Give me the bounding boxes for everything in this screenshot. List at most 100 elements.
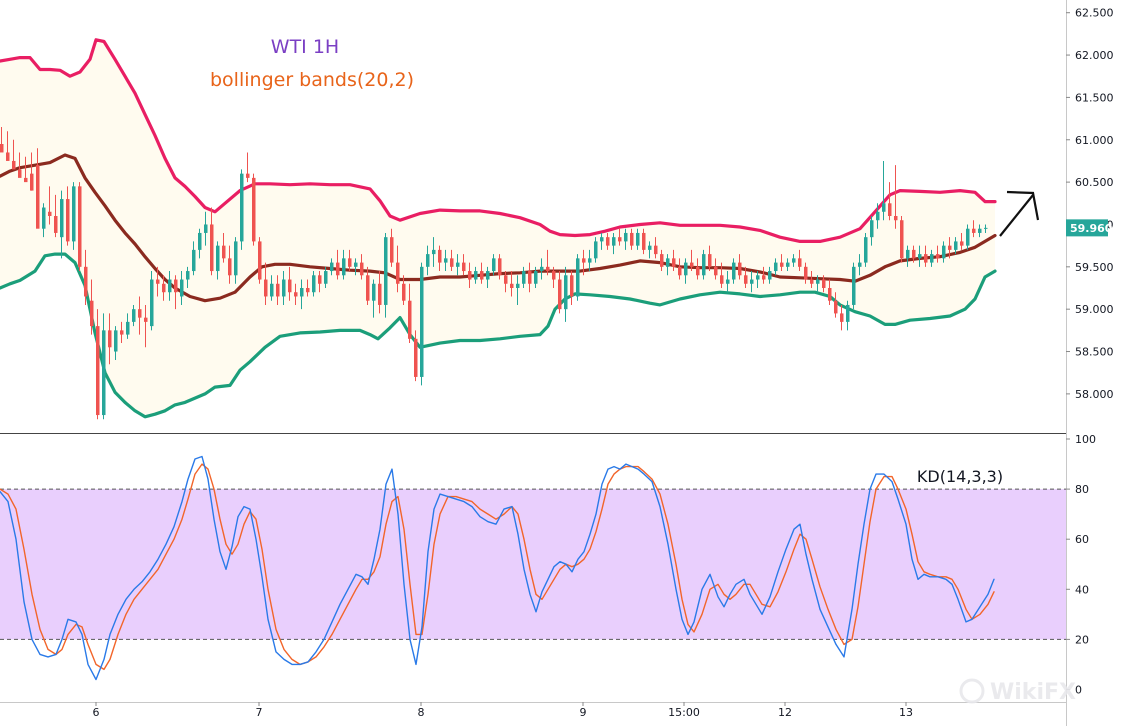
candle-body <box>402 283 406 301</box>
candle-body <box>78 186 82 267</box>
candle <box>210 207 214 276</box>
candle <box>570 271 574 305</box>
candle <box>588 249 592 272</box>
price-tick-label: 62.000 <box>1075 49 1114 62</box>
price-tick-label: 59.500 <box>1075 261 1114 274</box>
candle <box>24 156 28 183</box>
candle <box>882 160 886 221</box>
candle-body <box>480 271 484 280</box>
candle-body <box>822 279 826 288</box>
candle <box>264 262 268 305</box>
candlesticks <box>0 127 988 420</box>
candle <box>198 228 202 259</box>
candle-body <box>534 271 538 284</box>
candle-body <box>540 266 544 272</box>
candle-body <box>270 283 274 297</box>
kd-tick-label: 40 <box>1075 583 1089 596</box>
candle <box>972 220 976 238</box>
candle-body <box>174 279 178 293</box>
candle <box>552 266 556 288</box>
candle-body <box>390 237 394 263</box>
candle-body <box>474 271 478 280</box>
candle-body <box>642 232 646 250</box>
candle-body <box>294 292 298 297</box>
candle <box>414 330 418 382</box>
candle-body <box>876 211 880 221</box>
candle-body <box>378 283 382 305</box>
candle <box>966 224 970 250</box>
candle-body <box>828 288 832 301</box>
price-tick-label: 58.000 <box>1075 388 1114 401</box>
candle <box>732 258 736 284</box>
candle <box>816 275 820 293</box>
candle-body <box>954 241 958 250</box>
candle-body <box>60 199 64 238</box>
candle-body <box>732 262 736 280</box>
candle <box>444 249 448 272</box>
candle <box>132 304 136 327</box>
candle-body <box>264 279 268 297</box>
candle <box>606 232 610 250</box>
candle-body <box>810 279 814 284</box>
candle-body <box>714 266 718 276</box>
candle <box>900 216 904 263</box>
candle <box>186 266 190 288</box>
candle-body <box>666 258 670 267</box>
last-price-value: 59.960 <box>1070 222 1113 235</box>
candle <box>294 283 298 305</box>
candle-body <box>312 275 316 293</box>
candle-body <box>102 330 106 416</box>
candle-body <box>618 237 622 242</box>
bollinger-band-fill <box>0 39 995 417</box>
kd-axis[interactable]: 100 80 60 40 20 0 <box>1066 433 1096 696</box>
time-axis[interactable]: 6 7 8 9 15:00 12 13 <box>93 702 914 719</box>
candle-body <box>948 245 952 250</box>
candle-body <box>696 266 700 276</box>
candle <box>822 275 826 293</box>
candle <box>930 249 934 267</box>
candle <box>738 254 742 280</box>
candle <box>282 271 286 305</box>
candle <box>420 262 424 386</box>
candle <box>708 245 712 272</box>
kd-lines <box>0 455 995 681</box>
candle-body <box>324 271 328 284</box>
candle <box>90 279 94 335</box>
candle <box>720 262 724 288</box>
candle <box>870 216 874 246</box>
candle-body <box>912 249 916 259</box>
candle <box>798 249 802 272</box>
candle <box>156 266 160 297</box>
candle-body <box>258 241 262 280</box>
candle-body <box>354 262 358 267</box>
kd-tick-label: 100 <box>1075 433 1096 446</box>
candle <box>840 304 844 331</box>
candle <box>462 254 466 276</box>
candle-body <box>462 262 466 272</box>
price-axis[interactable]: 62.50062.00061.50061.00060.50060.00059.5… <box>1066 7 1114 401</box>
candle-body <box>882 203 886 212</box>
candle <box>108 313 112 365</box>
candle <box>102 313 106 420</box>
candle <box>528 262 532 293</box>
candle-body <box>444 258 448 263</box>
candle-body <box>774 262 778 272</box>
candle-body <box>84 266 88 297</box>
candle <box>66 186 70 246</box>
candle <box>600 232 604 250</box>
candle <box>780 254 784 272</box>
kd-tick-label: 0 <box>1075 683 1082 696</box>
candle-body <box>252 177 256 242</box>
candle-body <box>972 228 976 233</box>
candle <box>834 292 838 318</box>
candle <box>678 258 682 280</box>
candle <box>564 266 568 322</box>
candle-body <box>156 279 160 284</box>
candle-body <box>120 330 124 335</box>
candle <box>240 169 244 250</box>
candle-body <box>90 300 94 327</box>
candle <box>288 266 292 301</box>
candle-body <box>426 254 430 267</box>
chart-subtitle: bollinger bands(20,2) <box>210 69 414 91</box>
